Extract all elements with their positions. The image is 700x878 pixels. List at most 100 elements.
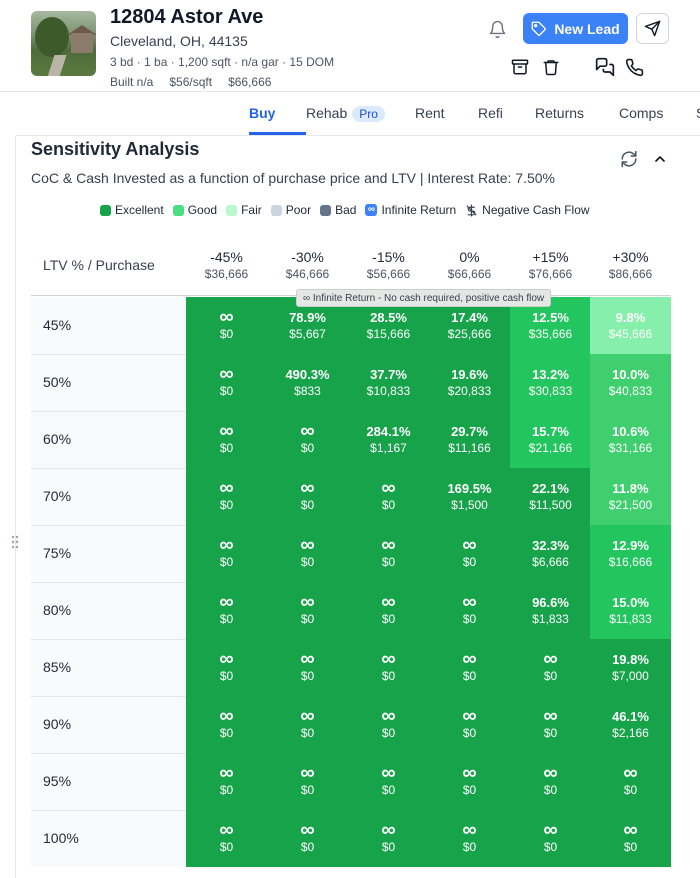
sensitivity-cell[interactable]: ∞ $0 [590,810,671,867]
archive-icon[interactable] [509,56,531,78]
sensitivity-cell[interactable]: ∞ $0 [267,468,348,525]
sensitivity-cell[interactable]: ∞ $0 [186,297,267,354]
legend-swatch [172,204,184,216]
sensitivity-cell[interactable]: ∞ $0 [590,753,671,810]
coc-return-value: 37.7% [370,366,407,382]
sensitivity-cell[interactable]: ∞ $0 [267,753,348,810]
sensitivity-cell[interactable]: 10.6% $31,166 [590,411,671,468]
sensitivity-cell[interactable]: ∞ $0 [348,753,429,810]
built-year: Built n/a [110,75,154,89]
tab-rent[interactable]: Rent [415,105,445,121]
sensitivity-cell[interactable]: 169.5% $1,500 [429,468,510,525]
tab-buy[interactable]: Buy [249,105,276,121]
sensitivity-cell[interactable]: 12.9% $16,666 [590,525,671,582]
collapse-chevron-icon[interactable] [652,151,668,172]
sensitivity-cell[interactable]: ∞ $0 [186,696,267,753]
sensitivity-cell[interactable]: 22.1% $11,500 [510,468,591,525]
cash-invested-value: $0 [219,783,234,797]
cash-invested-value: $0 [543,783,558,797]
sensitivity-cell[interactable]: ∞ $0 [429,753,510,810]
new-lead-button[interactable]: New Lead [523,13,628,44]
sensitivity-cell[interactable]: ∞ $0 [348,582,429,639]
sensitivity-cell[interactable]: ∞ $0 [348,639,429,696]
sensitivity-cell[interactable]: ∞ $0 [510,753,591,810]
sensitivity-cell[interactable]: 19.6% $20,833 [429,354,510,411]
row-divider [31,411,186,412]
cash-invested-value: $0 [381,783,396,797]
sensitivity-cell[interactable]: ∞ $0 [267,582,348,639]
tab-refi[interactable]: Refi [478,105,503,121]
coc-return-value: 15.7% [532,423,569,439]
sensitivity-cell[interactable]: ∞ $0 [186,354,267,411]
trash-icon[interactable] [540,56,562,78]
sensitivity-cell[interactable]: ∞ $0 [348,468,429,525]
send-button[interactable] [636,13,669,44]
messages-icon[interactable] [594,56,616,78]
infinity-icon: ∞ [543,819,558,841]
cash-invested-value: $15,666 [366,326,411,341]
sensitivity-cell[interactable]: 490.3% $833 [267,354,348,411]
tab-rehab-label: Rehab [306,105,348,121]
row-divider [31,753,186,754]
sensitivity-cell[interactable]: 29.7% $11,166 [429,411,510,468]
sensitivity-cell[interactable]: 46.1% $2,166 [590,696,671,753]
sensitivity-cell[interactable]: 37.7% $10,833 [348,354,429,411]
sensitivity-cell[interactable]: ∞ $0 [186,411,267,468]
price-per-sqft: $56/sqft [169,75,213,89]
cash-invested-value: $0 [381,612,396,626]
tab-returns[interactable]: Returns [535,105,585,121]
drag-handle-icon[interactable] [10,534,20,550]
sensitivity-cell[interactable]: ∞ $0 [510,639,591,696]
sensitivity-cell[interactable]: 32.3% $6,666 [510,525,591,582]
sensitivity-cell[interactable]: 15.7% $21,166 [510,411,591,468]
sensitivity-cell[interactable]: 13.2% $30,833 [510,354,591,411]
phone-icon[interactable] [623,56,645,78]
cash-invested-value: $30,833 [528,383,573,398]
sensitivity-cell[interactable]: ∞ $0 [267,525,348,582]
sensitivity-cell[interactable]: ∞ $0 [267,411,348,468]
sensitivity-cell[interactable]: ∞ $0 [348,810,429,867]
cash-invested-value: $0 [300,840,315,854]
infinity-icon: ∞ [462,648,477,670]
property-photo[interactable] [31,11,96,76]
refresh-icon[interactable] [620,150,638,173]
tab-overflow[interactable]: S [696,105,700,121]
sensitivity-cell[interactable]: ∞ $0 [429,639,510,696]
sensitivity-cell[interactable]: ∞ $0 [429,525,510,582]
sensitivity-cell[interactable]: ∞ $0 [510,696,591,753]
sensitivity-cell[interactable]: ∞ $0 [267,696,348,753]
sensitivity-cell[interactable]: ∞ $0 [186,639,267,696]
sensitivity-cell[interactable]: ∞ $0 [429,696,510,753]
sensitivity-cell[interactable]: ∞ $0 [348,696,429,753]
row-label-cell [31,753,186,810]
sensitivity-cell[interactable]: ∞ $0 [186,753,267,810]
column-price: $56,666 [366,267,411,281]
coc-return-value: 13.2% [532,366,569,382]
coc-return-value: 96.6% [532,594,569,610]
sensitivity-cell[interactable]: ∞ $0 [186,810,267,867]
legend-bad: Bad [320,203,356,217]
sensitivity-cell[interactable]: ∞ $0 [267,639,348,696]
sensitivity-cell[interactable]: ∞ $0 [429,582,510,639]
column-pct: -15% [372,249,405,265]
sensitivity-cell[interactable]: 11.8% $21,500 [590,468,671,525]
tab-rehab[interactable]: Rehab Pro [306,105,385,122]
sensitivity-cell[interactable]: 284.1% $1,167 [348,411,429,468]
sensitivity-cell[interactable]: 9.8% $45,666 [590,297,671,354]
sensitivity-cell[interactable]: ∞ $0 [348,525,429,582]
sensitivity-cell[interactable]: ∞ $0 [267,810,348,867]
send-icon [644,20,661,37]
sensitivity-cell[interactable]: ∞ $0 [186,468,267,525]
sensitivity-cell[interactable]: 10.0% $40,833 [590,354,671,411]
tab-comps[interactable]: Comps [619,105,664,121]
infinity-icon: ∞ [219,819,234,841]
sensitivity-cell[interactable]: 19.8% $7,000 [590,639,671,696]
sensitivity-cell[interactable]: 96.6% $1,833 [510,582,591,639]
sensitivity-cell[interactable]: 15.0% $11,833 [590,582,671,639]
sensitivity-cell[interactable]: ∞ $0 [429,810,510,867]
bell-icon[interactable] [486,18,508,40]
sensitivity-cell[interactable]: ∞ $0 [186,582,267,639]
sensitivity-cell[interactable]: ∞ $0 [510,810,591,867]
cash-invested-value: $0 [462,669,477,683]
sensitivity-cell[interactable]: ∞ $0 [186,525,267,582]
